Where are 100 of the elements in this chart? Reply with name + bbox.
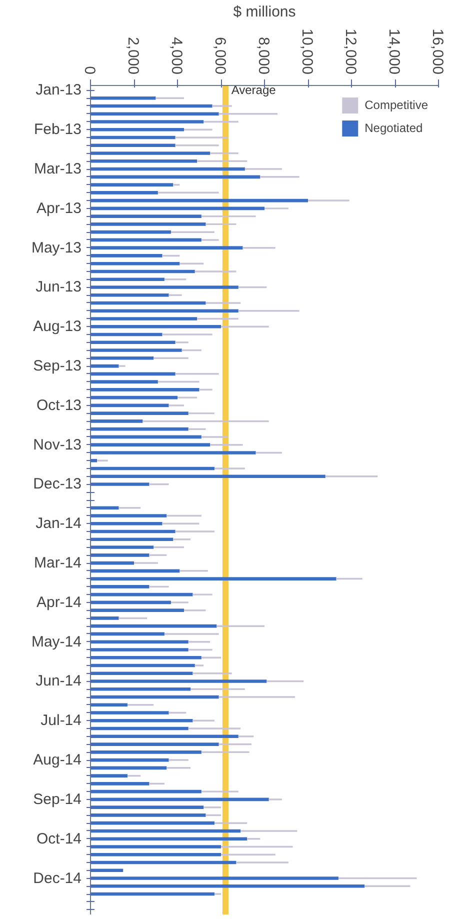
bar (90, 680, 267, 683)
bar (90, 814, 206, 817)
bar (90, 206, 264, 210)
y-tick-label: May-13 (31, 239, 82, 256)
legend-label: Negotiated (364, 121, 423, 135)
bar (90, 656, 202, 660)
bar (90, 246, 243, 250)
bar (90, 608, 184, 612)
bar (90, 585, 150, 588)
x-tick-label: 0 (81, 66, 98, 74)
bar (90, 742, 219, 746)
bar (90, 222, 206, 226)
y-tick-label: Dec-14 (33, 870, 82, 887)
bar (90, 159, 198, 163)
y-tick-label: Feb-13 (34, 121, 82, 138)
bar (90, 648, 188, 652)
legend-label: Competitive (364, 98, 428, 112)
bar (90, 876, 338, 880)
x-tick-label: 16,000 (429, 28, 446, 75)
y-tick-label: Sep-14 (33, 790, 82, 808)
x-tick-label: 14,000 (386, 28, 402, 75)
bar (90, 112, 219, 116)
bar (90, 672, 193, 676)
bar (90, 884, 365, 888)
bar (90, 420, 143, 423)
bar (90, 616, 119, 620)
bar (90, 104, 212, 108)
bar (90, 782, 150, 786)
bar (90, 198, 308, 202)
y-tick-label: May-14 (31, 633, 82, 650)
bar (90, 451, 256, 454)
bar (90, 546, 154, 549)
bar (90, 324, 221, 328)
bar (90, 687, 191, 691)
bar (90, 96, 156, 100)
bar (90, 514, 167, 518)
bar (90, 554, 150, 557)
bar (90, 806, 204, 809)
bar (90, 167, 245, 171)
bar (90, 356, 154, 360)
x-tick-label: 2,000 (124, 36, 142, 75)
bar (90, 317, 198, 320)
bar (90, 293, 169, 297)
bar (90, 482, 150, 486)
bar (90, 120, 204, 124)
bar (90, 577, 336, 580)
y-tick-label: Oct-13 (36, 396, 82, 414)
bar (90, 703, 128, 707)
bar (90, 278, 164, 282)
x-axis-title: $ millions (233, 4, 296, 21)
y-tick-label: Jan-13 (36, 82, 82, 99)
bar (90, 340, 176, 344)
bar (90, 474, 326, 478)
bar (90, 750, 202, 754)
x-tick-label: 12,000 (342, 28, 359, 75)
x-tick-label: 10,000 (298, 28, 316, 75)
bar (90, 774, 128, 778)
y-tick-label: Aug-14 (33, 752, 82, 769)
bar (90, 845, 221, 848)
bar (90, 711, 169, 714)
y-tick-label: Jun-13 (36, 278, 82, 296)
bar (90, 183, 174, 186)
x-tick-label: 8,000 (255, 36, 272, 75)
bar (90, 412, 188, 415)
bar (90, 388, 200, 392)
y-tick-label: Nov-13 (33, 436, 82, 454)
bar (90, 640, 188, 644)
bar (90, 734, 238, 738)
bar (90, 718, 193, 722)
bar (90, 852, 221, 856)
bar (90, 538, 174, 542)
y-tick-label: Mar-14 (34, 554, 82, 572)
bar (90, 214, 202, 218)
bar (90, 144, 176, 148)
bar (90, 175, 260, 179)
x-tick-label: 4,000 (168, 36, 185, 75)
y-tick-label: Dec-13 (33, 476, 82, 493)
bar (90, 522, 162, 526)
y-tick-label: Jan-14 (36, 515, 82, 532)
bar (90, 309, 238, 313)
bar (90, 829, 241, 833)
bar (90, 128, 184, 132)
bar (90, 443, 210, 446)
bar (90, 380, 158, 384)
y-tick-label: Mar-13 (34, 160, 82, 178)
bar (90, 191, 158, 194)
bar (90, 286, 238, 289)
ref-line-label: Average (231, 83, 276, 98)
bar (90, 254, 162, 258)
y-tick-label: Jul-14 (40, 712, 82, 730)
bar (90, 837, 248, 841)
bar (90, 695, 219, 699)
y-tick-label: Apr-14 (36, 594, 82, 611)
y-tick-label: Oct-14 (36, 830, 82, 848)
y-tick-label: Sep-13 (33, 358, 82, 375)
bar (90, 348, 182, 352)
y-tick-label: Jun-14 (36, 672, 82, 690)
bar (90, 152, 210, 155)
bar (90, 868, 124, 872)
bar (90, 301, 206, 305)
